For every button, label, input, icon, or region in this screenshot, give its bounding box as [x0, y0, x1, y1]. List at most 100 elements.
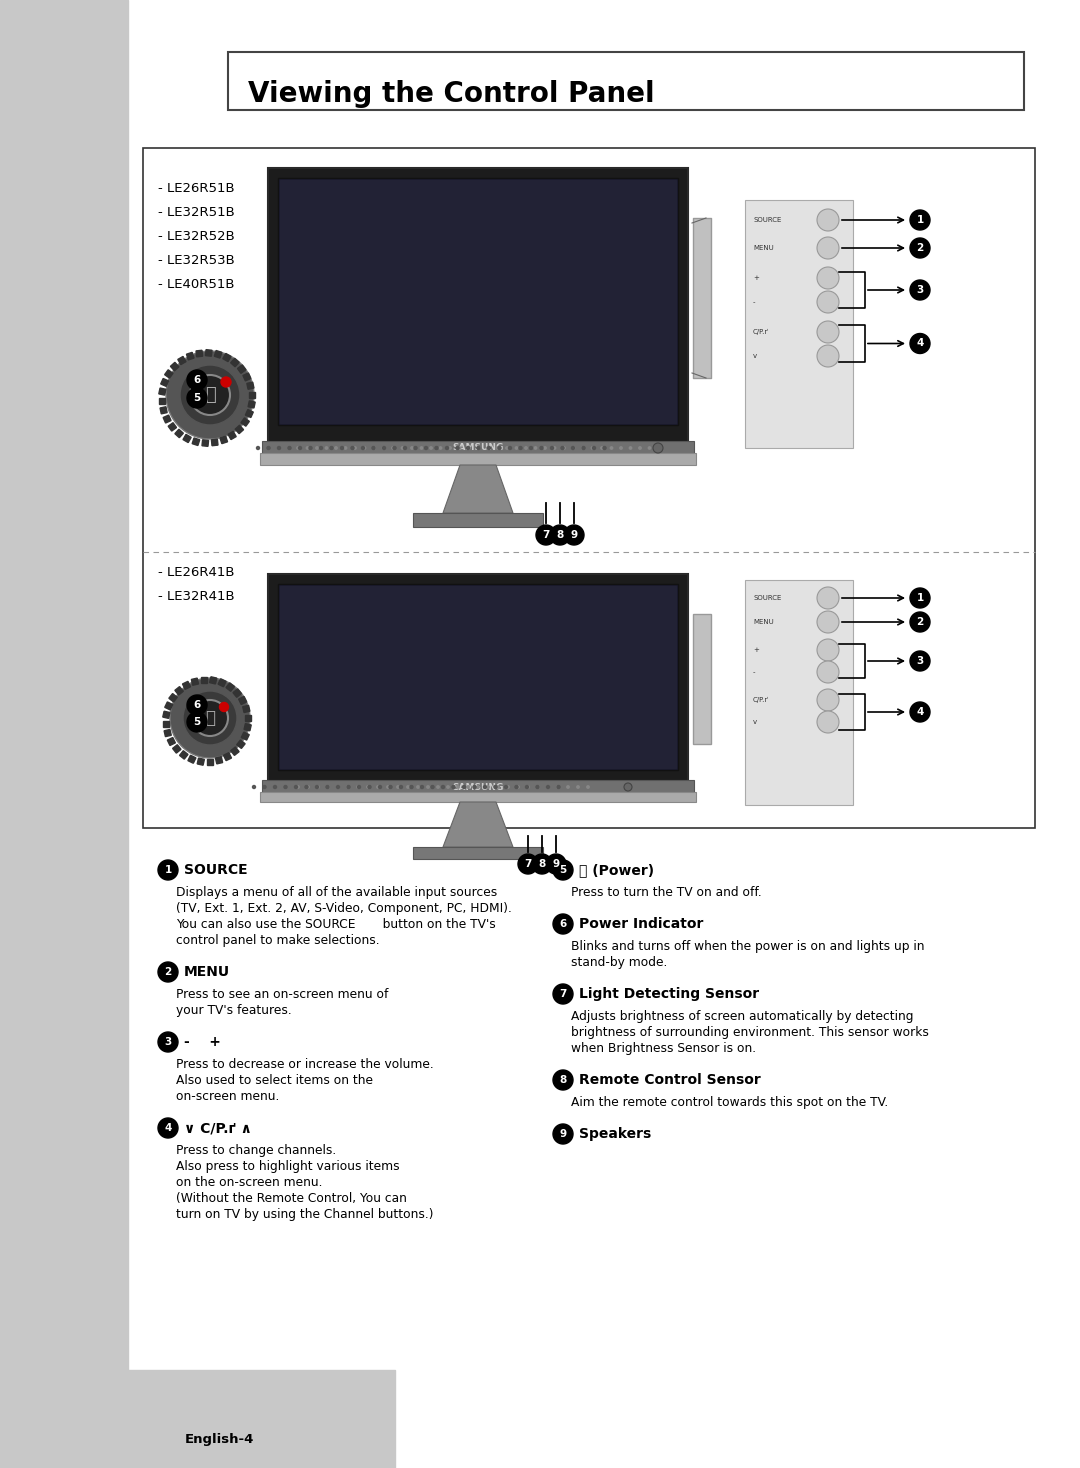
Circle shape	[166, 351, 254, 439]
Circle shape	[473, 785, 476, 788]
Circle shape	[288, 446, 291, 449]
Bar	[163, 711, 170, 718]
Circle shape	[253, 785, 256, 788]
Circle shape	[404, 446, 406, 449]
Circle shape	[564, 526, 584, 545]
Bar	[168, 423, 176, 432]
Bar	[201, 677, 207, 683]
Circle shape	[462, 785, 465, 788]
Bar	[248, 401, 255, 408]
Circle shape	[563, 446, 565, 449]
Text: 1: 1	[164, 865, 172, 875]
Circle shape	[315, 446, 319, 449]
Circle shape	[910, 333, 930, 354]
Circle shape	[356, 785, 360, 788]
Circle shape	[600, 446, 604, 449]
Circle shape	[267, 446, 270, 449]
Bar	[191, 678, 199, 686]
Text: 2: 2	[164, 967, 172, 978]
Circle shape	[546, 785, 550, 788]
Text: +: +	[753, 647, 759, 653]
Text: - LE40R51B: - LE40R51B	[158, 277, 234, 291]
Circle shape	[316, 785, 320, 788]
Circle shape	[414, 446, 417, 449]
Circle shape	[816, 639, 839, 661]
Circle shape	[582, 446, 585, 449]
Circle shape	[447, 785, 449, 788]
Text: Press to change channels.: Press to change channels.	[176, 1144, 336, 1157]
Text: 8: 8	[538, 859, 545, 869]
Circle shape	[298, 446, 301, 449]
Bar	[262, 780, 694, 794]
Bar	[160, 407, 167, 414]
Bar	[249, 392, 255, 398]
Circle shape	[337, 785, 339, 788]
Circle shape	[170, 678, 249, 757]
Circle shape	[192, 700, 228, 735]
Circle shape	[337, 785, 339, 788]
Bar	[164, 730, 172, 737]
Circle shape	[487, 446, 489, 449]
Bar	[163, 415, 171, 423]
Circle shape	[273, 785, 276, 788]
Circle shape	[307, 785, 309, 788]
Circle shape	[603, 446, 606, 449]
Circle shape	[183, 691, 237, 744]
Bar	[280, 181, 676, 423]
Text: (Without the Remote Control, You can: (Without the Remote Control, You can	[176, 1192, 407, 1205]
Circle shape	[325, 446, 327, 449]
Circle shape	[515, 446, 517, 449]
Text: +: +	[753, 275, 759, 280]
Text: -: -	[753, 299, 756, 305]
Bar	[175, 687, 184, 694]
Circle shape	[297, 446, 299, 449]
Circle shape	[546, 785, 550, 788]
Text: 8: 8	[556, 530, 564, 540]
Circle shape	[551, 446, 554, 449]
Text: turn on TV by using the Channel buttons.): turn on TV by using the Channel buttons.…	[176, 1208, 433, 1221]
Bar	[226, 683, 234, 691]
Text: 1: 1	[916, 214, 923, 225]
Bar	[198, 757, 204, 765]
Circle shape	[468, 446, 470, 449]
Text: 5: 5	[559, 865, 567, 875]
Circle shape	[449, 446, 451, 449]
Bar	[218, 678, 226, 687]
Circle shape	[816, 291, 839, 313]
Circle shape	[284, 785, 287, 788]
Circle shape	[221, 377, 231, 388]
Text: MENU: MENU	[753, 245, 773, 251]
Circle shape	[357, 785, 361, 788]
Text: - LE32R53B: - LE32R53B	[158, 254, 234, 267]
Circle shape	[257, 446, 259, 449]
Text: Press to turn the TV on and off.: Press to turn the TV on and off.	[571, 887, 761, 898]
Circle shape	[330, 446, 333, 449]
Bar	[143, 148, 1035, 828]
Text: 1: 1	[916, 593, 923, 603]
Circle shape	[158, 962, 178, 982]
Circle shape	[219, 703, 229, 712]
Bar	[210, 677, 217, 684]
Bar	[183, 435, 191, 442]
Bar	[0, 1370, 395, 1468]
Circle shape	[377, 785, 379, 788]
Circle shape	[610, 446, 612, 449]
Text: when Brightness Sensor is on.: when Brightness Sensor is on.	[571, 1042, 756, 1055]
Bar	[413, 512, 543, 527]
Polygon shape	[443, 465, 513, 512]
Bar	[192, 437, 200, 445]
Text: SOURCE: SOURCE	[753, 595, 781, 600]
Circle shape	[518, 854, 538, 873]
Circle shape	[305, 785, 308, 788]
Circle shape	[550, 526, 570, 545]
Bar	[163, 721, 168, 727]
Circle shape	[309, 446, 312, 449]
Bar	[0, 0, 129, 1468]
Text: 7: 7	[559, 989, 567, 1000]
Text: Viewing the Control Panel: Viewing the Control Panel	[248, 79, 654, 109]
Circle shape	[392, 446, 394, 449]
Bar	[268, 574, 688, 793]
Bar	[239, 696, 246, 705]
Bar	[171, 363, 179, 371]
Circle shape	[297, 785, 299, 788]
